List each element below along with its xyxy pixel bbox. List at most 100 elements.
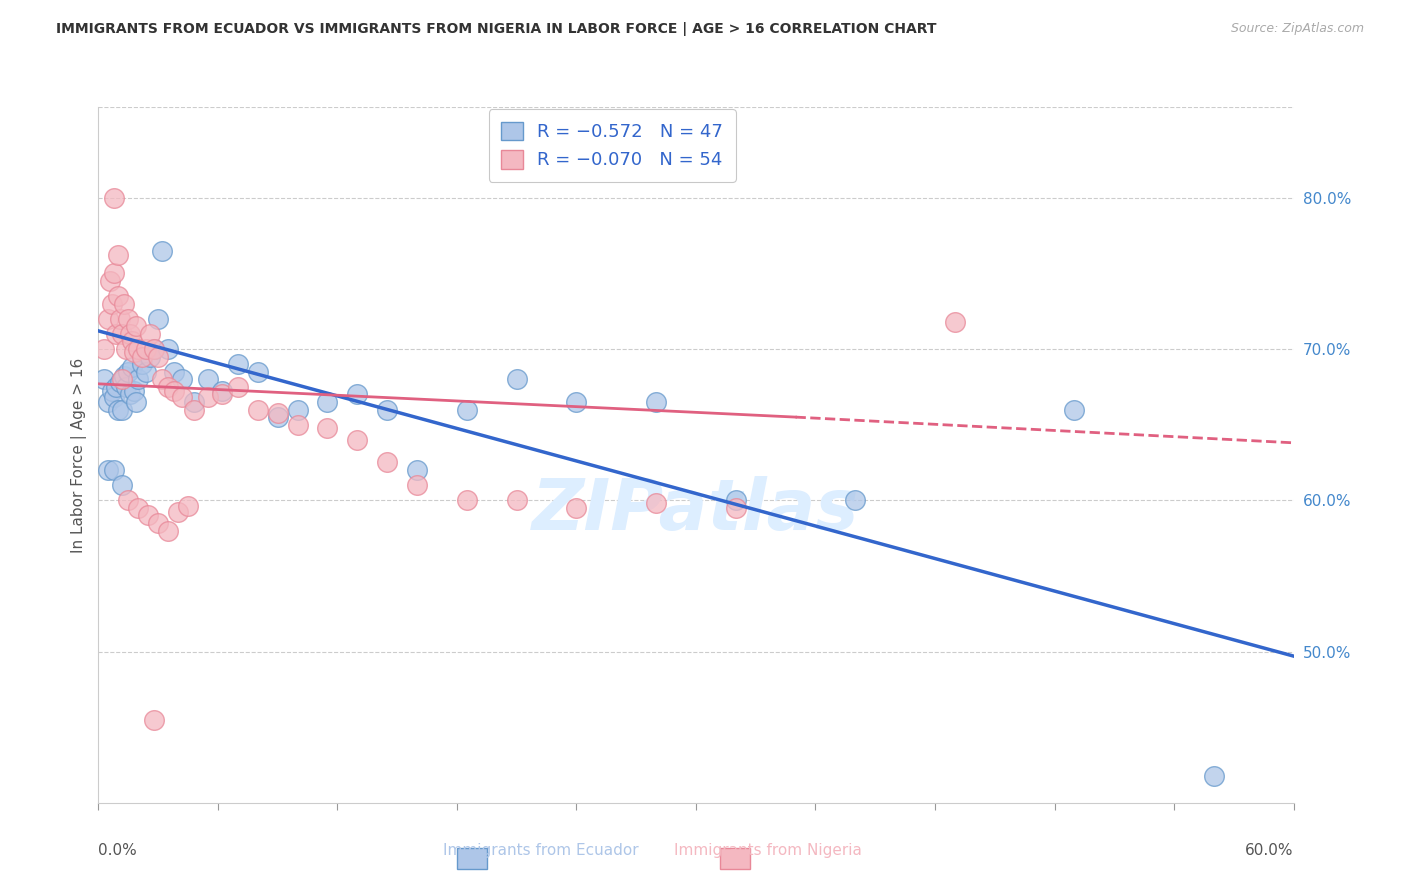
Point xyxy=(267,406,290,420)
Point xyxy=(246,365,269,379)
Point xyxy=(645,395,668,409)
Point xyxy=(163,365,186,379)
Point xyxy=(157,524,180,538)
Point xyxy=(375,455,398,469)
Point xyxy=(124,345,146,359)
Point xyxy=(139,326,162,341)
Point xyxy=(139,350,162,364)
Point xyxy=(506,372,529,386)
Point xyxy=(157,380,180,394)
Text: 0.0%: 0.0% xyxy=(98,843,138,858)
Point xyxy=(127,500,149,515)
Point xyxy=(131,350,153,364)
Point xyxy=(506,493,529,508)
Point xyxy=(97,311,120,326)
Point xyxy=(124,384,146,399)
Point xyxy=(111,372,134,386)
Point xyxy=(117,365,139,379)
Point xyxy=(93,372,115,386)
Point xyxy=(456,402,478,417)
Legend: R = −0.572   N = 47, R = −0.070   N = 54: R = −0.572 N = 47, R = −0.070 N = 54 xyxy=(489,109,735,182)
Point xyxy=(346,433,368,447)
Point xyxy=(112,296,135,310)
Point xyxy=(117,311,139,326)
Point xyxy=(143,342,166,356)
Point xyxy=(112,369,135,384)
Point xyxy=(172,391,194,405)
Point xyxy=(117,493,139,508)
Point xyxy=(148,311,170,326)
Point xyxy=(103,463,125,477)
Point xyxy=(183,395,205,409)
Point xyxy=(103,267,125,281)
Point xyxy=(125,395,148,409)
Point xyxy=(115,380,138,394)
Point xyxy=(211,387,233,401)
Point xyxy=(172,372,194,386)
Point xyxy=(103,191,125,205)
FancyBboxPatch shape xyxy=(720,848,749,869)
Point xyxy=(143,713,166,727)
Point xyxy=(197,391,219,405)
Point xyxy=(406,463,429,477)
Point xyxy=(456,493,478,508)
Point xyxy=(107,402,129,417)
Point xyxy=(101,296,124,310)
Point xyxy=(287,417,309,432)
Point xyxy=(267,410,290,425)
Point xyxy=(125,319,148,334)
Text: Immigrants from Nigeria: Immigrants from Nigeria xyxy=(673,843,862,858)
Point xyxy=(111,478,134,492)
Point xyxy=(565,395,588,409)
Point xyxy=(316,420,339,434)
Point xyxy=(346,387,368,401)
Point xyxy=(93,342,115,356)
Text: ZIPatlas: ZIPatlas xyxy=(533,476,859,545)
Point xyxy=(111,326,134,341)
Point xyxy=(110,311,132,326)
Point xyxy=(107,289,129,303)
Point xyxy=(163,384,186,399)
Point xyxy=(105,380,128,394)
Point xyxy=(135,365,157,379)
Point xyxy=(120,326,142,341)
Text: Immigrants from Ecuador: Immigrants from Ecuador xyxy=(443,843,638,858)
Point xyxy=(1202,768,1225,782)
Point xyxy=(406,478,429,492)
Point xyxy=(120,387,142,401)
Point xyxy=(177,500,200,514)
Point xyxy=(724,493,747,508)
Point xyxy=(143,342,166,356)
Point xyxy=(226,357,249,371)
Point xyxy=(943,315,966,329)
Point xyxy=(150,372,173,386)
Point xyxy=(645,496,668,510)
Point xyxy=(115,342,138,356)
Point xyxy=(97,395,120,409)
Point xyxy=(107,248,129,262)
Point xyxy=(565,500,588,515)
Point xyxy=(246,402,269,417)
Point xyxy=(110,376,132,390)
Y-axis label: In Labor Force | Age > 16: In Labor Force | Age > 16 xyxy=(72,358,87,552)
Point xyxy=(316,395,339,409)
Point xyxy=(157,342,180,356)
Point xyxy=(226,380,249,394)
Point xyxy=(183,402,205,417)
Point xyxy=(127,372,149,386)
Point xyxy=(101,384,124,399)
Point xyxy=(375,402,398,417)
Point xyxy=(121,334,143,349)
Point xyxy=(127,342,149,356)
Point xyxy=(97,463,120,477)
Point xyxy=(103,391,125,405)
Point xyxy=(150,244,173,258)
Point xyxy=(197,372,219,386)
Point xyxy=(100,274,122,288)
Point xyxy=(724,500,747,515)
Point xyxy=(211,384,233,399)
Point xyxy=(121,360,143,375)
Text: Source: ZipAtlas.com: Source: ZipAtlas.com xyxy=(1230,22,1364,36)
Point xyxy=(287,402,309,417)
Point xyxy=(148,350,170,364)
